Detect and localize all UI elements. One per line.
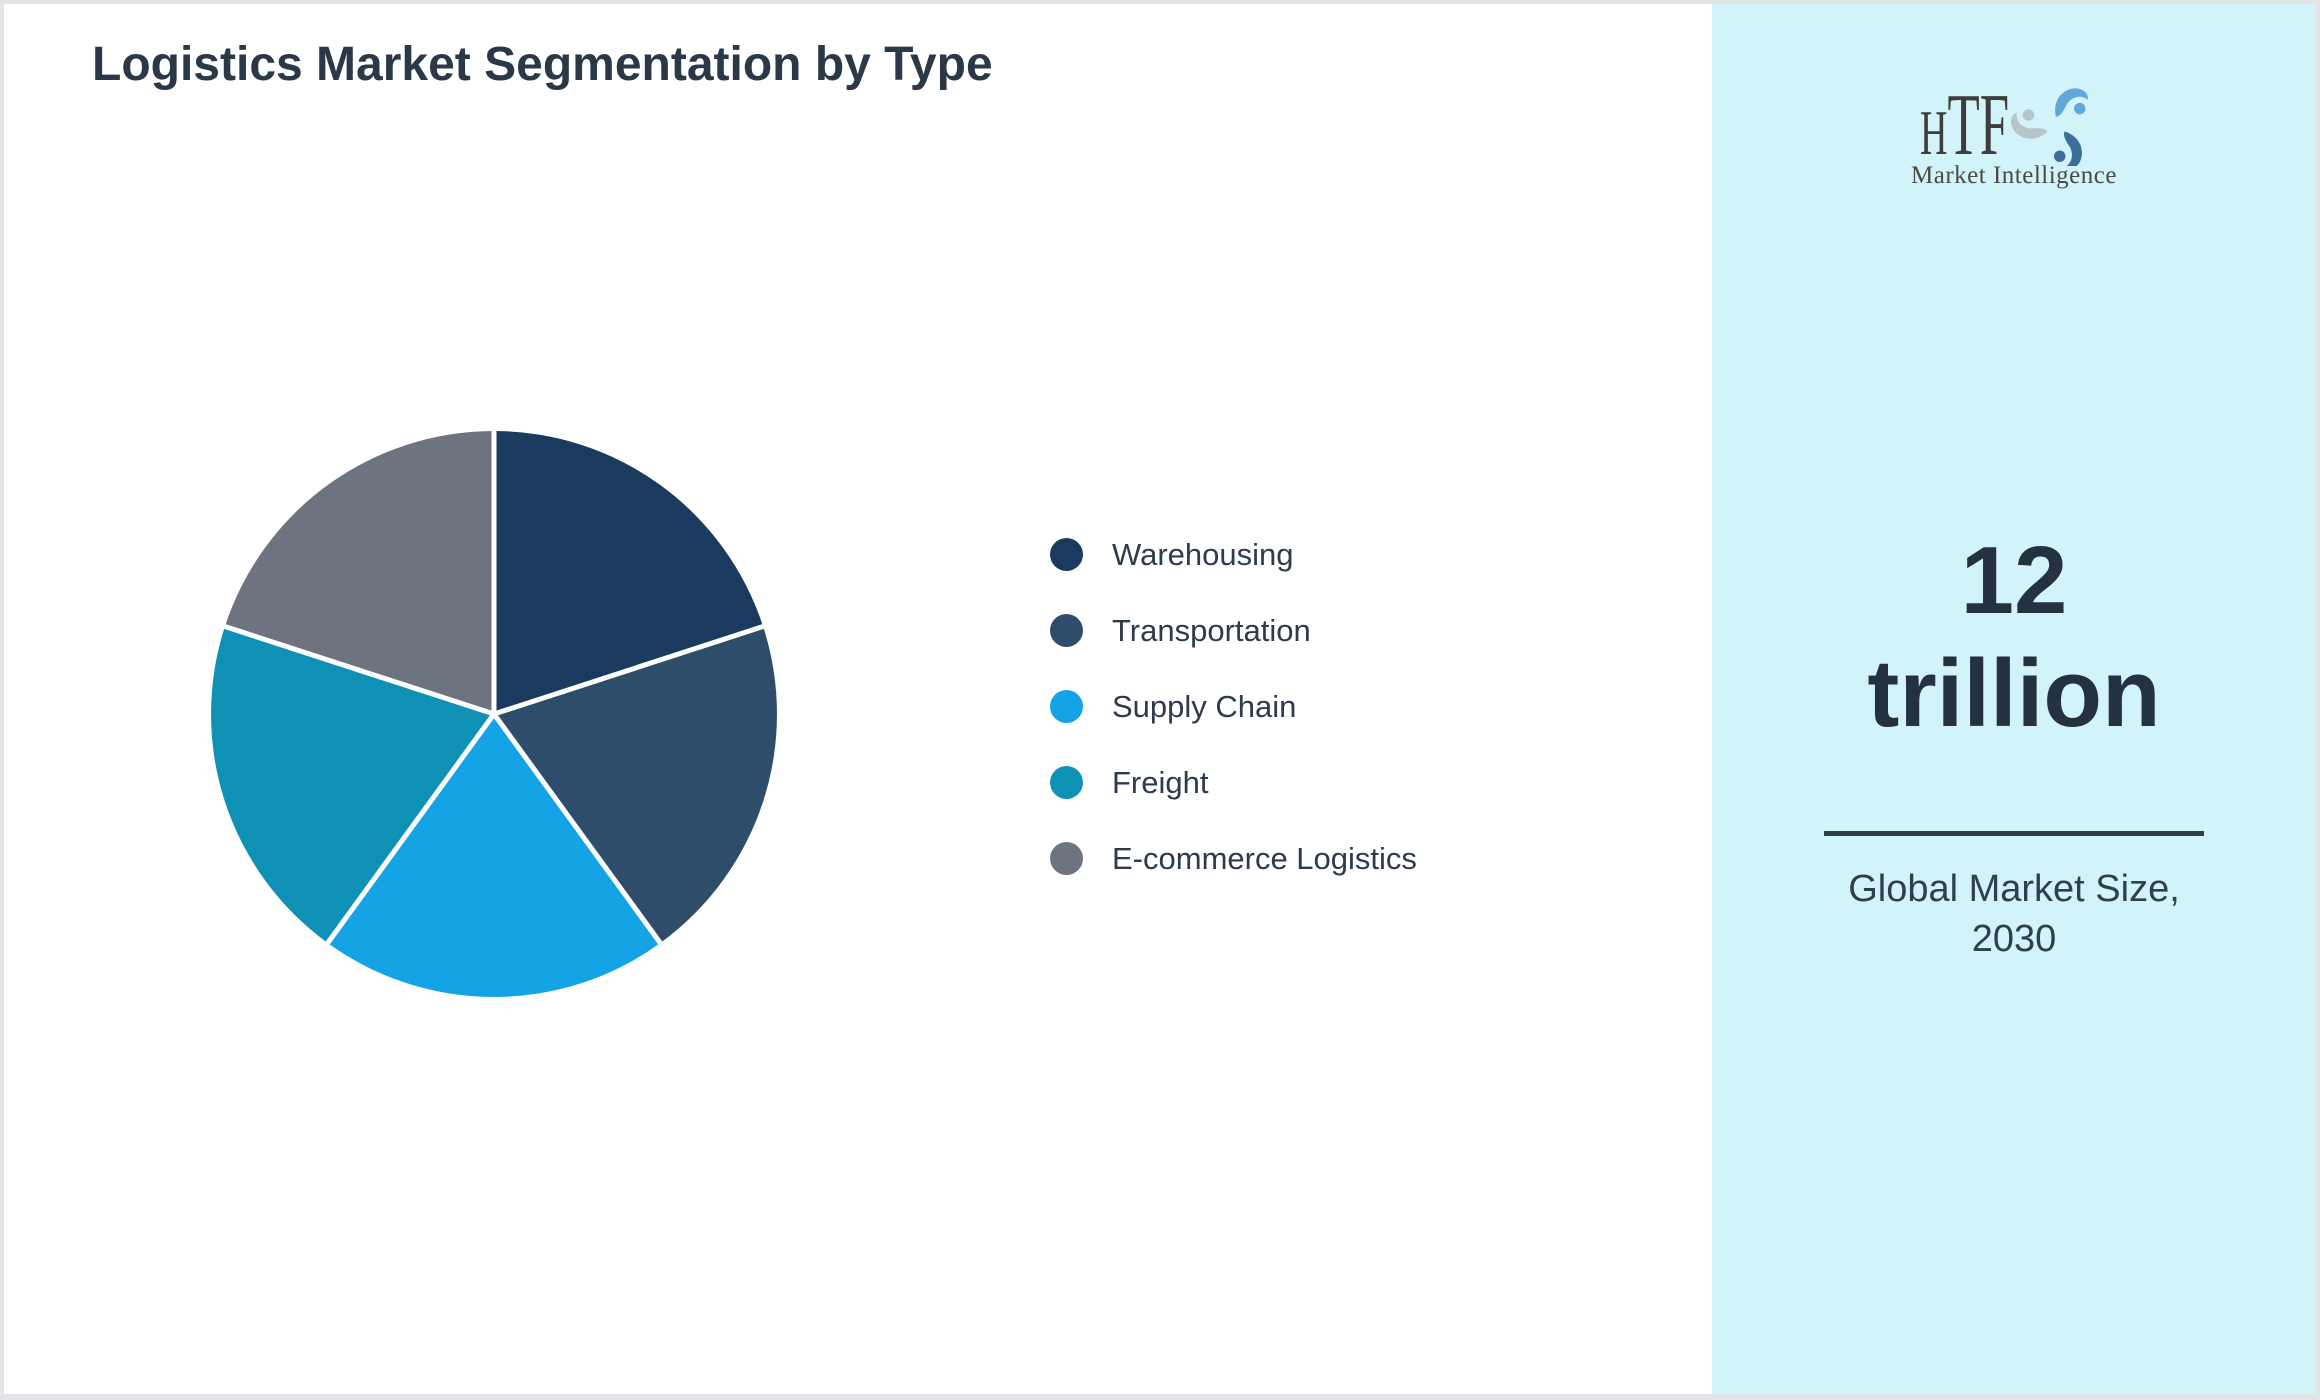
logo-text: HTF [1920, 82, 2009, 170]
metric-caption: Global Market Size, 2030 [1848, 868, 2180, 961]
pie-slice-freight [211, 626, 494, 943]
pie-chart [211, 431, 777, 998]
logo-letter-h: H [1920, 98, 1948, 168]
swirl-figures-icon [2011, 88, 2089, 166]
pie-slice-separator [493, 624, 764, 717]
legend-label: E-commerce Logistics [1112, 840, 1417, 876]
legend-item-e-commerce-logistics: E-commerce Logistics [1050, 840, 1417, 876]
legend-label: Freight [1112, 764, 1209, 800]
logo: HTF Market Intelligence [1712, 82, 2316, 194]
legend-swatch-icon [1050, 842, 1083, 875]
legend-item-supply-chain: Supply Chain [1050, 688, 1417, 724]
pie-slice-separator [325, 712, 497, 945]
legend-item-freight: Freight [1050, 764, 1417, 800]
legend-swatch-icon [1050, 690, 1083, 723]
legend-swatch-icon [1050, 766, 1083, 799]
logo-tagline: Market Intelligence [1911, 162, 2117, 189]
metric-divider [1824, 831, 2204, 836]
pie-slice-transportation [494, 626, 777, 943]
pie-slice-supply-chain [327, 714, 661, 998]
legend-swatch-icon [1050, 614, 1083, 647]
legend-item-warehousing: Warehousing [1050, 536, 1417, 572]
legend-label: Transportation [1112, 612, 1311, 648]
legend: Warehousing Transportation Supply Chain Fre… [1050, 536, 1417, 876]
logo-letters-tf: TF [1947, 77, 2010, 174]
legend-label: Supply Chain [1112, 688, 1297, 724]
pie-slice-separator [491, 712, 663, 945]
pie-slice-e-commerce-logistics [224, 431, 494, 714]
page-title: Logistics Market Segmentation by Type [92, 38, 993, 91]
legend-label: Warehousing [1112, 536, 1294, 572]
sidebar: HTF Market Intelligence 12 trillion Glo [1712, 4, 2316, 1394]
pie-slice-warehousing [494, 431, 764, 714]
chart-area: Logistics Market Segmentation by Type Wa… [4, 4, 1712, 1394]
metric-value: 12 trillion [1867, 527, 2161, 748]
legend-item-transportation: Transportation [1050, 612, 1417, 648]
pie-slice-separator [224, 624, 495, 717]
legend-swatch-icon [1050, 538, 1083, 571]
